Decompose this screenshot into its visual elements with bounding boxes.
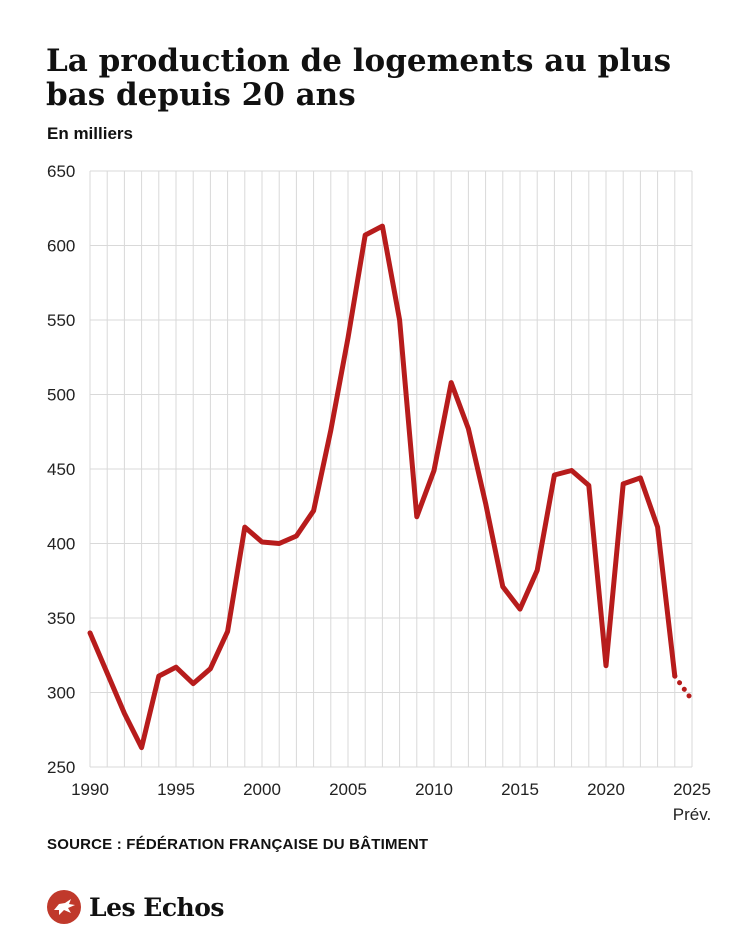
x-tick-label: 2010: [415, 780, 453, 799]
x-tick-label: 2015: [501, 780, 539, 799]
y-tick-label: 500: [47, 386, 75, 405]
echos-emblem-icon: [47, 890, 81, 924]
y-axis-ticks: 250 300 350 400 450 500 550 600 650: [47, 162, 75, 777]
data-series: [87, 223, 695, 751]
brand-logo: Les Echos: [47, 889, 224, 925]
x-tick-label: 2005: [329, 780, 367, 799]
chart-subtitle: En milliers: [47, 124, 133, 143]
forecast-line: [672, 673, 695, 703]
y-tick-label: 350: [47, 609, 75, 628]
x-tick-label: 2000: [243, 780, 281, 799]
y-tick-label: 650: [47, 162, 75, 181]
y-tick-label: 300: [47, 684, 75, 703]
y-tick-label: 400: [47, 535, 75, 554]
x-tick-label: 1990: [71, 780, 109, 799]
series-line: [87, 223, 678, 751]
x-axis-ticks: 1990 1995 2000 2005 2010 2015 2020 2025 Prév.: [71, 780, 711, 824]
source-note: SOURCE : FÉDÉRATION FRANÇAISE DU BÂTIMEN…: [47, 836, 429, 853]
x-tick-label: 1995: [157, 780, 195, 799]
y-tick-label: 250: [47, 758, 75, 777]
x-tick-label: 2025: [673, 780, 711, 799]
line-chart: 250 300 350 400 450 500 550 600 650 1990 1995 2000…: [47, 162, 711, 824]
chart-title: La production de logements au plus bas d…: [46, 43, 672, 113]
x-tick-label: 2020: [587, 780, 625, 799]
forecast-label: Prév.: [673, 805, 711, 824]
y-tick-label: 450: [47, 460, 75, 479]
grid-lines: [89, 170, 693, 768]
y-tick-label: 600: [47, 237, 75, 256]
brand-name: Les Echos: [89, 892, 224, 922]
y-tick-label: 550: [47, 311, 75, 330]
